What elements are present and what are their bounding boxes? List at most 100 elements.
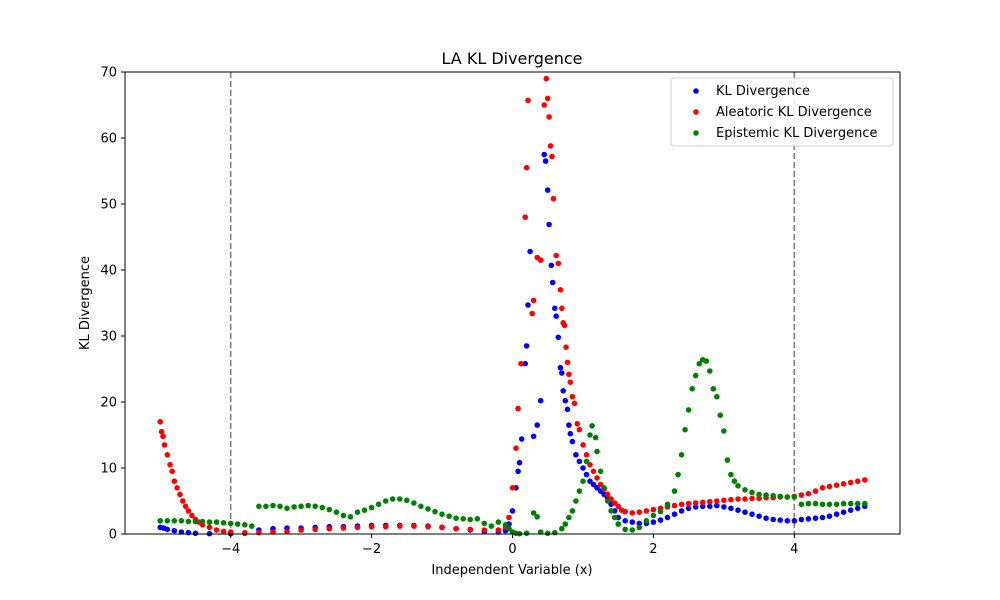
point-kl-6 bbox=[192, 530, 199, 537]
point-epistemic-57 bbox=[537, 529, 544, 535]
point-aleatoric-70 bbox=[569, 393, 576, 400]
point-epistemic-63 bbox=[569, 508, 576, 514]
point-kl-88 bbox=[735, 507, 741, 513]
point-epistemic-60 bbox=[559, 525, 565, 532]
point-kl-46 bbox=[548, 262, 555, 269]
point-aleatoric-46 bbox=[522, 214, 528, 220]
y-tick-label: 60 bbox=[100, 132, 117, 147]
point-aleatoric-0 bbox=[157, 419, 163, 425]
data-points bbox=[157, 75, 868, 537]
point-kl-54 bbox=[562, 397, 569, 404]
point-kl-73 bbox=[629, 519, 636, 525]
point-aleatoric-59 bbox=[550, 195, 557, 202]
point-epistemic-68 bbox=[587, 432, 593, 438]
point-epistemic-47 bbox=[488, 523, 495, 529]
point-aleatoric-112 bbox=[805, 490, 812, 497]
point-aleatoric-100 bbox=[721, 497, 727, 504]
point-kl-50 bbox=[555, 334, 562, 341]
x-tick-label: 0 bbox=[508, 542, 516, 557]
point-kl-4 bbox=[178, 529, 185, 535]
point-kl-43 bbox=[542, 158, 549, 164]
reference-lines bbox=[229, 72, 796, 534]
legend-label-aleatoric: Aleatoric KL Divergence bbox=[716, 105, 872, 120]
y-tick-label: 30 bbox=[100, 330, 117, 345]
point-aleatoric-21 bbox=[242, 529, 248, 536]
point-kl-64 bbox=[590, 481, 597, 488]
point-aleatoric-42 bbox=[509, 485, 516, 491]
point-kl-91 bbox=[756, 513, 762, 519]
point-kl-41 bbox=[537, 397, 544, 404]
point-epistemic-18 bbox=[284, 505, 290, 512]
point-epistemic-8 bbox=[213, 519, 220, 525]
point-epistemic-120 bbox=[854, 500, 861, 507]
point-kl-76 bbox=[650, 519, 657, 525]
point-aleatoric-111 bbox=[798, 492, 805, 498]
point-epistemic-88 bbox=[682, 426, 688, 433]
point-aleatoric-37 bbox=[467, 526, 474, 533]
point-epistemic-80 bbox=[636, 524, 643, 531]
point-epistemic-119 bbox=[847, 500, 854, 507]
point-kl-55 bbox=[564, 406, 571, 413]
point-epistemic-78 bbox=[622, 526, 628, 533]
point-kl-49 bbox=[553, 313, 559, 320]
point-kl-53 bbox=[560, 388, 566, 394]
point-epistemic-35 bbox=[404, 497, 410, 504]
point-kl-37 bbox=[525, 302, 531, 308]
legend-marker-kl bbox=[693, 88, 699, 94]
point-aleatoric-96 bbox=[692, 500, 699, 506]
point-kl-58 bbox=[569, 438, 576, 445]
point-epistemic-84 bbox=[664, 501, 671, 508]
point-epistemic-109 bbox=[777, 493, 783, 500]
point-epistemic-23 bbox=[319, 504, 326, 511]
point-epistemic-54 bbox=[523, 530, 530, 537]
point-epistemic-72 bbox=[597, 468, 604, 475]
point-aleatoric-62 bbox=[557, 287, 564, 293]
point-epistemic-6 bbox=[199, 518, 206, 525]
point-aleatoric-7 bbox=[171, 478, 178, 485]
point-aleatoric-25 bbox=[298, 527, 304, 533]
point-aleatoric-38 bbox=[481, 527, 488, 533]
y-tick-label: 50 bbox=[100, 198, 117, 213]
point-epistemic-33 bbox=[389, 496, 396, 502]
point-epistemic-30 bbox=[368, 504, 375, 511]
point-aleatoric-44 bbox=[515, 405, 521, 412]
point-aleatoric-73 bbox=[576, 426, 583, 433]
chart-title: LA KL Divergence bbox=[442, 49, 583, 68]
point-aleatoric-83 bbox=[611, 500, 618, 506]
point-aleatoric-86 bbox=[622, 508, 628, 515]
point-kl-38 bbox=[527, 248, 533, 255]
x-tick-label: −4 bbox=[221, 542, 240, 557]
legend-box bbox=[670, 77, 894, 147]
point-kl-99 bbox=[812, 515, 819, 521]
point-aleatoric-97 bbox=[699, 499, 706, 506]
point-epistemic-11 bbox=[234, 521, 241, 527]
point-aleatoric-56 bbox=[546, 114, 552, 120]
point-kl-89 bbox=[742, 509, 748, 515]
point-epistemic-95 bbox=[707, 368, 713, 374]
point-epistemic-62 bbox=[566, 514, 572, 521]
point-epistemic-64 bbox=[573, 498, 579, 504]
point-aleatoric-93 bbox=[671, 502, 678, 509]
point-epistemic-36 bbox=[411, 500, 417, 506]
point-kl-74 bbox=[636, 520, 643, 527]
point-epistemic-37 bbox=[418, 503, 424, 510]
point-aleatoric-88 bbox=[636, 509, 643, 515]
point-epistemic-9 bbox=[220, 520, 227, 526]
point-aleatoric-26 bbox=[312, 526, 319, 533]
series-epistemic bbox=[157, 357, 868, 537]
point-epistemic-14 bbox=[256, 503, 262, 510]
point-aleatoric-66 bbox=[563, 344, 569, 351]
point-epistemic-4 bbox=[185, 518, 192, 525]
point-aleatoric-19 bbox=[220, 528, 227, 535]
point-kl-35 bbox=[522, 360, 528, 367]
point-epistemic-24 bbox=[326, 506, 333, 513]
point-aleatoric-39 bbox=[495, 527, 502, 533]
point-aleatoric-43 bbox=[513, 445, 519, 452]
point-kl-61 bbox=[580, 465, 586, 471]
x-axis-label: Independent Variable (x) bbox=[431, 563, 592, 578]
point-epistemic-98 bbox=[717, 412, 724, 419]
point-epistemic-94 bbox=[703, 358, 710, 364]
point-aleatoric-48 bbox=[525, 97, 531, 104]
point-kl-40 bbox=[534, 422, 540, 428]
point-kl-101 bbox=[826, 513, 833, 519]
